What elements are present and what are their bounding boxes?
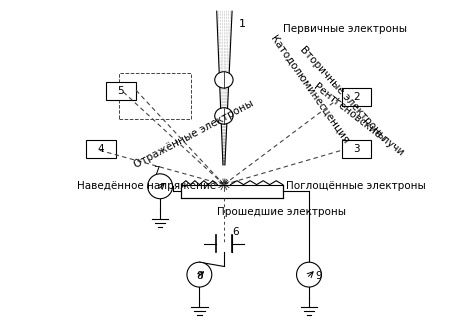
Text: Наведённое напряжение: Наведённое напряжение bbox=[77, 181, 216, 191]
Ellipse shape bbox=[215, 108, 233, 124]
Text: 1: 1 bbox=[238, 19, 246, 29]
Bar bbox=[86, 141, 116, 158]
Text: 8: 8 bbox=[196, 271, 203, 281]
Text: Прошедшие электроны: Прошедшие электроны bbox=[218, 208, 346, 217]
Bar bbox=[342, 88, 371, 106]
Bar bbox=[182, 184, 283, 198]
Text: 6: 6 bbox=[232, 227, 239, 237]
Text: 7: 7 bbox=[154, 166, 160, 177]
Text: 2: 2 bbox=[353, 92, 360, 102]
Circle shape bbox=[187, 262, 212, 287]
Text: Отражённые электроны: Отражённые электроны bbox=[132, 98, 255, 170]
Text: Первичные электроны: Первичные электроны bbox=[283, 24, 407, 34]
Text: 3: 3 bbox=[353, 145, 360, 154]
Bar bbox=[342, 141, 371, 158]
Circle shape bbox=[297, 262, 321, 287]
Bar bbox=[106, 82, 136, 100]
Text: 4: 4 bbox=[98, 145, 104, 154]
Text: Рентгеновские лучи: Рентгеновские лучи bbox=[312, 81, 406, 157]
Ellipse shape bbox=[215, 72, 233, 88]
Circle shape bbox=[148, 174, 173, 199]
Text: 9: 9 bbox=[316, 271, 322, 281]
Text: Катодолюминесценция: Катодолюминесценция bbox=[268, 34, 350, 146]
Text: Поглощённые электроны: Поглощённые электроны bbox=[286, 181, 426, 191]
Text: 5: 5 bbox=[118, 85, 124, 96]
Text: Вторичные электроны: Вторичные электроны bbox=[298, 44, 387, 142]
